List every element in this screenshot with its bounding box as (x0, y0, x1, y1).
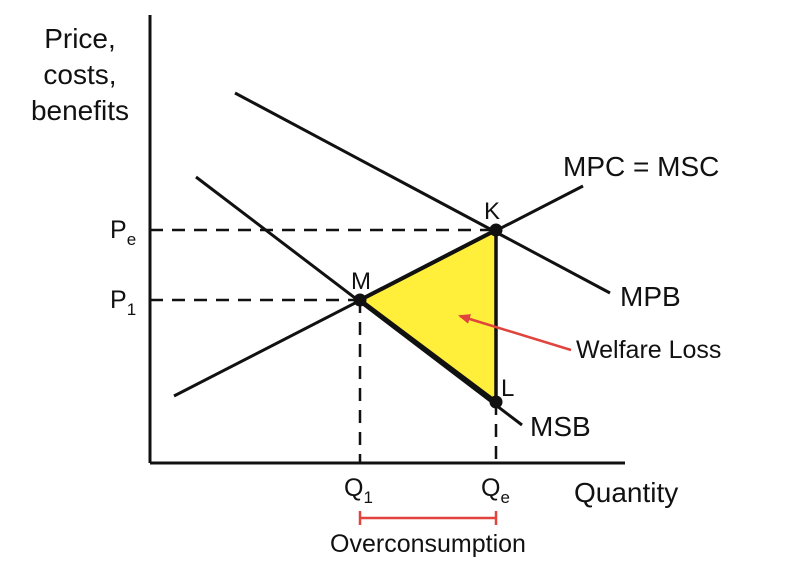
welfare-loss-area (360, 230, 496, 402)
point-l-label: L (501, 375, 514, 402)
point-k-dot (489, 223, 503, 237)
y-axis-label-line-2: costs, (43, 59, 116, 90)
welfare-edge-ml (358, 298, 498, 404)
overconsumption-label: Overconsumption (330, 530, 526, 558)
point-m-dot (353, 293, 367, 307)
x-tick-q1: Q1 (344, 474, 373, 507)
welfare-loss-arrow (458, 314, 572, 352)
mpb-curve (234, 91, 611, 295)
y-tick-p1: P1 (110, 286, 136, 319)
mpb-label: MPB (620, 281, 681, 312)
point-m-label: M (351, 268, 371, 295)
mpc-msc-label: MPC = MSC (563, 151, 719, 182)
point-k-label: K (484, 198, 500, 225)
x-axis-label: Quantity (574, 477, 678, 508)
point-l-dot (489, 395, 503, 409)
welfare-loss-label: Welfare Loss (576, 336, 721, 364)
msb-label: MSB (530, 411, 591, 442)
x-tick-qe: Qe (481, 474, 510, 507)
y-axis-label-line-1: Price, (44, 23, 116, 54)
y-axis-label: Price, costs, benefits (31, 23, 129, 126)
welfare-edge-km (359, 228, 497, 302)
y-axis-label-line-3: benefits (31, 95, 129, 126)
y-tick-pe: Pe (110, 216, 136, 249)
